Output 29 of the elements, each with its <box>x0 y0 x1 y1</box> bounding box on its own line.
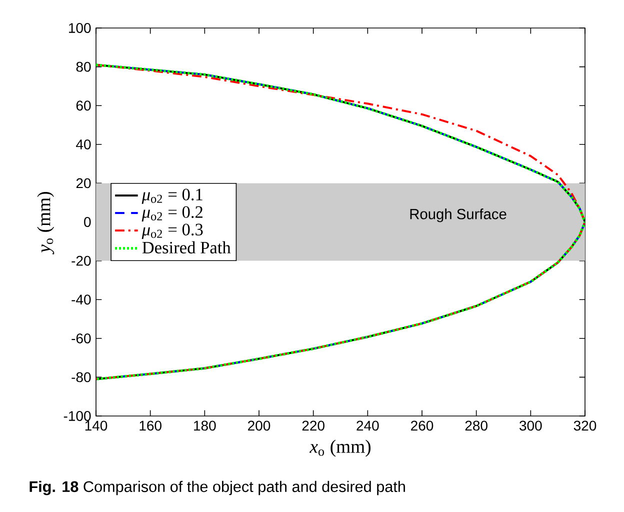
x-tick-label: 300 <box>520 420 542 431</box>
text: Fig. 18 Comparison of the object path and desired path <box>30 480 405 496</box>
y-tick-label: -100 <box>64 411 91 421</box>
y-tick-label: -80 <box>72 372 91 382</box>
legend-label: μ$_{o2}$ = 0.1 <box>142 188 202 204</box>
y-tick-label: -60 <box>72 333 91 344</box>
x-tick-label: 220 <box>302 420 324 431</box>
y-tick-label: 40 <box>76 139 91 150</box>
x-tick-label: 240 <box>356 420 379 431</box>
y-tick-label: 60 <box>76 100 91 111</box>
y-tick-label: 80 <box>76 62 91 72</box>
y-tick-label: -20 <box>72 256 91 266</box>
x-tick-label: 160 <box>140 420 162 431</box>
band-label: Rough Surface <box>410 208 506 222</box>
x-tick-label: 140 <box>85 420 108 431</box>
x-tick-label: 280 <box>465 420 488 431</box>
x-tick-label: 200 <box>248 420 270 431</box>
legend-label: μ$_{o2}$ = 0.2 <box>142 206 202 222</box>
x-tick-label: 260 <box>411 420 434 431</box>
y-tick-label: 20 <box>76 178 91 188</box>
x-axis-title: x$_{o}$ (mm) <box>309 440 370 457</box>
y-axis-title: y$_{o}$ (mm) <box>37 192 54 254</box>
legend-label: Desired Path <box>142 241 231 254</box>
y-tick-label: 100 <box>69 23 91 33</box>
y-tick-label: -40 <box>72 294 91 305</box>
y-tick-label: 0 <box>84 217 91 227</box>
x-tick-label: 320 <box>574 420 596 431</box>
legend-label: μ$_{o2}$ = 0.3 <box>142 224 203 239</box>
x-tick-label: 180 <box>194 420 216 431</box>
